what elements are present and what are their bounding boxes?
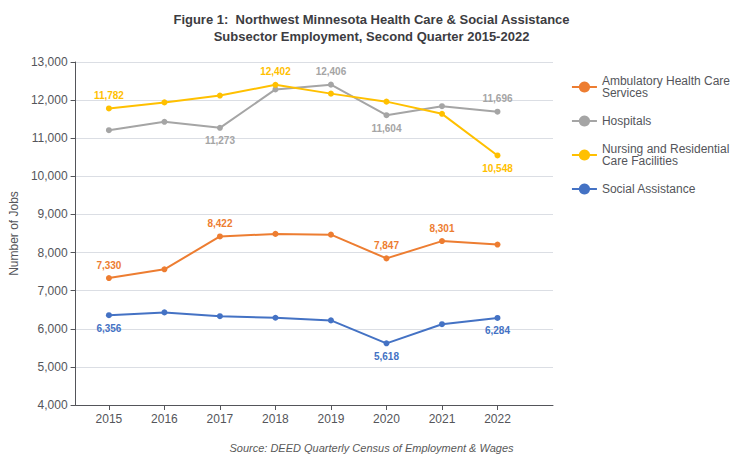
svg-text:Nursing and Residential: Nursing and Residential (601, 142, 730, 156)
svg-text:2018: 2018 (262, 412, 289, 426)
svg-text:11,782: 11,782 (94, 90, 124, 101)
svg-text:Source: DEED Quarterly Census: Source: DEED Quarterly Census of Employm… (229, 442, 514, 454)
svg-text:7,330: 7,330 (96, 260, 121, 271)
svg-text:2020: 2020 (373, 412, 400, 426)
svg-text:2022: 2022 (484, 412, 511, 426)
svg-text:Social Assistance: Social Assistance (602, 182, 696, 196)
svg-text:2021: 2021 (429, 412, 456, 426)
svg-text:9,000: 9,000 (38, 207, 68, 221)
svg-text:11,000: 11,000 (32, 131, 68, 145)
svg-text:11,273: 11,273 (205, 135, 235, 146)
svg-text:12,000: 12,000 (31, 93, 68, 107)
svg-text:2019: 2019 (318, 412, 345, 426)
svg-text:12,402: 12,402 (260, 66, 291, 77)
svg-text:5,000: 5,000 (38, 360, 68, 374)
svg-text:7,847: 7,847 (374, 240, 399, 251)
svg-text:Subsector Employment, Second Q: Subsector Employment, Second Quarter 201… (214, 29, 530, 44)
svg-text:2016: 2016 (151, 412, 178, 426)
svg-text:11,604: 11,604 (371, 123, 401, 134)
svg-text:7,000: 7,000 (38, 284, 68, 298)
svg-text:Number of Jobs: Number of Jobs (7, 191, 21, 276)
svg-text:8,422: 8,422 (207, 218, 232, 229)
svg-text:6,284: 6,284 (485, 325, 510, 336)
svg-text:2015: 2015 (96, 412, 123, 426)
svg-text:Services: Services (602, 86, 648, 100)
svg-text:13,000: 13,000 (31, 55, 68, 69)
svg-text:8,000: 8,000 (38, 246, 68, 260)
svg-text:6,356: 6,356 (96, 323, 121, 334)
svg-text:12,406: 12,406 (316, 66, 347, 77)
svg-text:Figure 1: Northwest Minnesota: Figure 1: Northwest Minnesota Health Car… (173, 12, 569, 27)
svg-text:6,000: 6,000 (38, 322, 68, 336)
svg-text:10,548: 10,548 (482, 163, 513, 174)
svg-text:Ambulatory Health Care: Ambulatory Health Care (601, 74, 730, 88)
svg-text:10,000: 10,000 (31, 169, 68, 183)
svg-text:2017: 2017 (207, 412, 234, 426)
svg-text:11,696: 11,696 (482, 93, 512, 104)
svg-text:4,000: 4,000 (38, 398, 68, 412)
svg-text:Hospitals: Hospitals (602, 114, 651, 128)
svg-text:Care Facilities: Care Facilities (602, 154, 678, 168)
svg-text:5,618: 5,618 (374, 351, 399, 362)
svg-text:8,301: 8,301 (429, 223, 454, 234)
